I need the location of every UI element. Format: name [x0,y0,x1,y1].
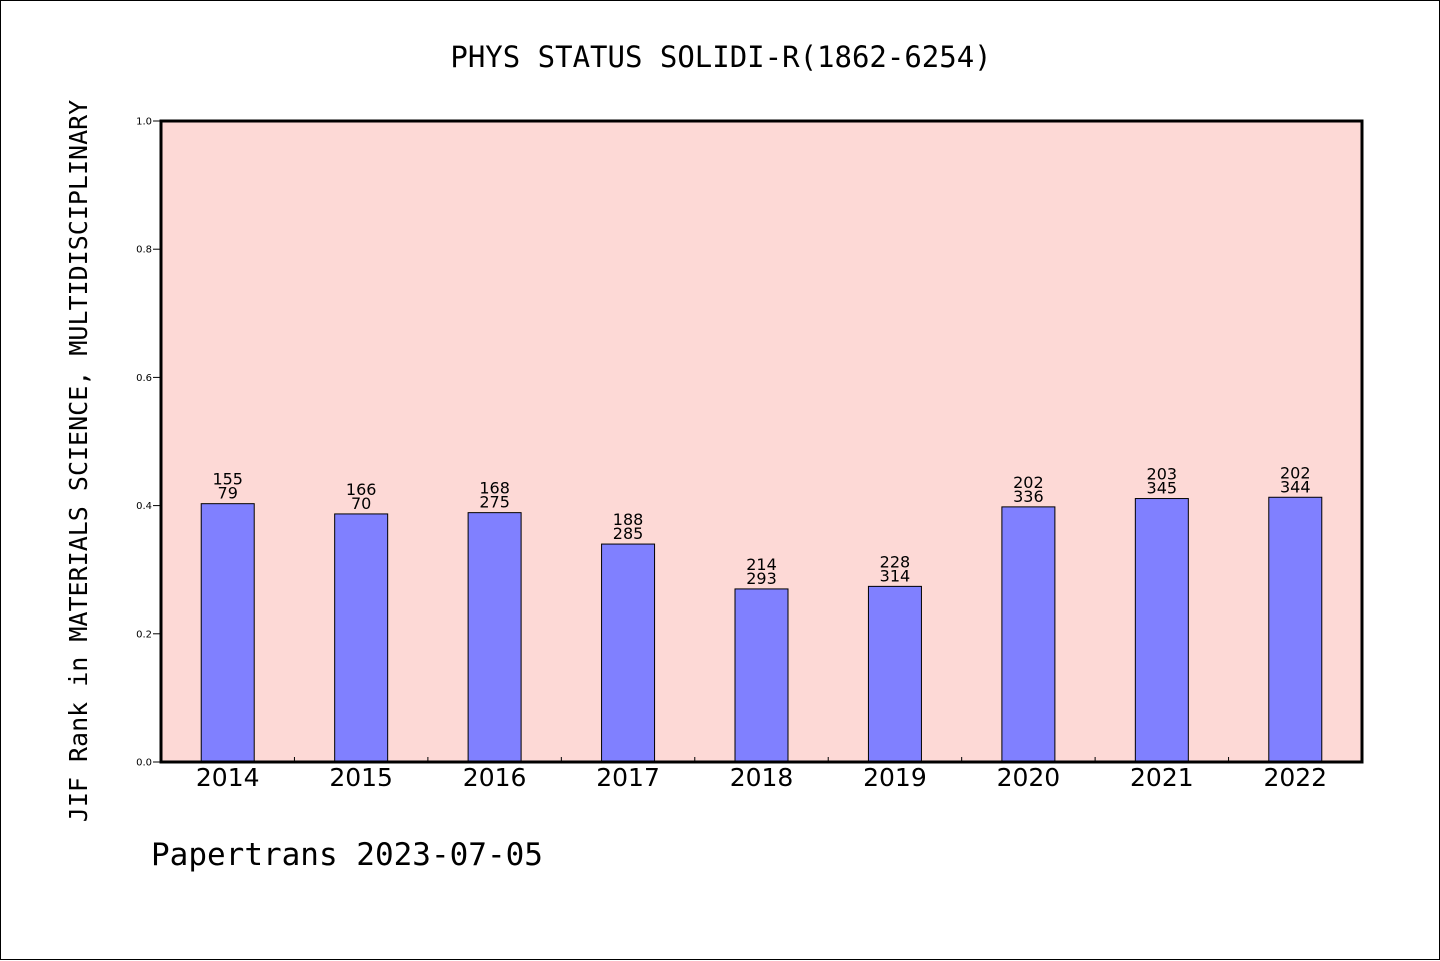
y-tick-label: 0.0 [136,758,152,769]
x-tick-label-2014: 2014 [196,763,260,792]
bar-2015 [334,513,389,763]
x-tick-label-2019: 2019 [863,763,927,792]
x-tick-label-2022: 2022 [1263,763,1327,792]
x-tick-label-2015: 2015 [329,763,393,792]
bar-total-label-2021: 345 [1147,479,1178,498]
y-tick-label: 0.4 [136,501,152,512]
x-tick-label-2020: 2020 [997,763,1061,792]
x-tick-label-2018: 2018 [730,763,794,792]
x-tick-label-2021: 2021 [1130,763,1194,792]
bar-total-label-2015: 70 [351,494,371,513]
bar-rank-label-2018: 214 [746,555,777,574]
bar-rank-label-2017: 188 [613,510,644,529]
bar-total-label-2017: 285 [613,524,644,543]
y-tick-label: 0.6 [136,373,152,384]
bar-total-label-2022: 344 [1280,477,1311,496]
chart-title: PHYS STATUS SOLIDI-R(1862-6254) [450,40,991,74]
y-tick-label: 0.2 [136,629,152,640]
y-axis-label: JIF Rank in MATERIALS SCIENCE, MULTIDISC… [64,100,93,822]
bar-total-label-2014: 79 [218,484,238,503]
bar-rank-label-2020: 202 [1013,473,1044,492]
y-tick-label: 0.8 [136,245,152,256]
x-tick-label-2017: 2017 [596,763,660,792]
bar-2014 [200,503,255,763]
x-tick-label-2016: 2016 [463,763,527,792]
bar-rank-label-2016: 168 [479,479,510,498]
bar-2020 [1001,506,1056,763]
bar-rank-label-2019: 228 [880,552,911,571]
bar-2019 [867,585,922,763]
bar-total-label-2020: 336 [1013,487,1044,506]
bar-total-label-2018: 293 [746,569,777,588]
bar-rank-label-2021: 203 [1147,465,1178,484]
plot-border [159,119,1364,764]
y-ticks-layer: 0.0 0.2 0.4 0.6 0.8 1.0 [136,117,161,769]
bar-rank-label-2022: 202 [1280,463,1311,482]
bar-total-label-2016: 275 [479,493,510,512]
bar-2017 [601,543,656,763]
bars-layer [200,496,1323,763]
bar-2021 [1134,498,1189,763]
footer-credit: Papertrans 2023-07-05 [151,837,543,873]
bar-total-label-2019: 314 [880,566,911,585]
y-tick-label: 1.0 [136,117,152,128]
bar-2016 [467,512,522,763]
x-ticks-layer: 2014 2015 2016 2017 2018 2019 2020 2021 2022 [196,757,1327,792]
bar-rank-label-2014: 155 [212,470,243,489]
bar-2018 [734,588,789,763]
bar-2022 [1268,496,1323,763]
bar-rank-label-2015: 166 [346,480,377,499]
